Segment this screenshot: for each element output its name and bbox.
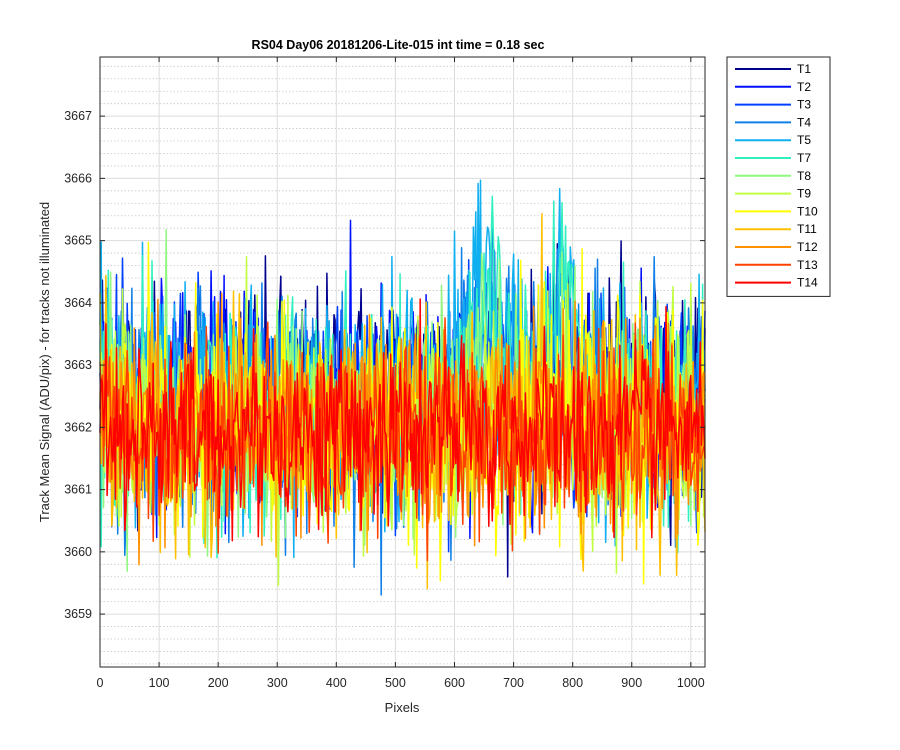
y-axis-ticks: 3659 3660 3661 3662 3663 3664 3665 3666 3667 [64,109,705,621]
legend-label-t7: T7 [797,151,811,165]
axes-box [99,56,706,668]
x-tick-label: 900 [621,676,642,690]
x-tick-label: 600 [444,676,465,690]
y-tick-label: 3663 [64,358,92,372]
y-tick-label: 3659 [64,607,92,621]
y-tick-label: 3661 [64,483,92,497]
legend-label-t3: T3 [797,98,811,112]
chart-title: RS04 Day06 20181206-Lite-015 int time = … [252,38,545,52]
x-tick-label: 300 [267,676,288,690]
x-axis-label: Pixels [385,700,420,715]
x-tick-label: 1000 [677,676,705,690]
x-tick-label: 500 [385,676,406,690]
y-tick-label: 3667 [64,109,92,123]
legend-label-t9: T9 [797,187,811,201]
legend-label-t13: T13 [797,258,818,272]
y-tick-label: 3662 [64,420,92,434]
legend-label-t2: T2 [797,80,811,94]
plot-lines [99,179,706,596]
legend-label-t12: T12 [797,240,818,254]
y-tick-label: 3665 [64,234,92,248]
series-line-t14 [99,298,706,542]
y-tick-label: 3660 [64,545,92,559]
x-tick-label: 700 [503,676,524,690]
x-tick-label: 0 [97,676,104,690]
legend-label-t1: T1 [797,62,811,76]
legend-label-t11: T11 [797,222,817,236]
legend-label-t14: T14 [797,276,818,290]
x-tick-label: 800 [562,676,583,690]
y-axis-label: Track Mean Signal (ADU/pix) - for tracks… [37,202,52,522]
legend-label-t4: T4 [797,115,811,129]
x-axis-ticks: 0 100 200 300 400 500 600 700 800 900 1000 [97,57,705,690]
y-tick-label: 3666 [64,171,92,185]
legend: T1 T2 T3 T4 T5 T7 T8 T9 T10 T11 T12 T13 T14 [726,56,831,297]
legend-label-t5: T5 [797,133,811,147]
legend-label-t10: T10 [797,204,818,218]
x-tick-label: 100 [149,676,170,690]
y-tick-label: 3664 [64,296,92,310]
x-tick-label: 400 [326,676,347,690]
legend-label-t8: T8 [797,169,811,183]
x-tick-label: 200 [208,676,229,690]
